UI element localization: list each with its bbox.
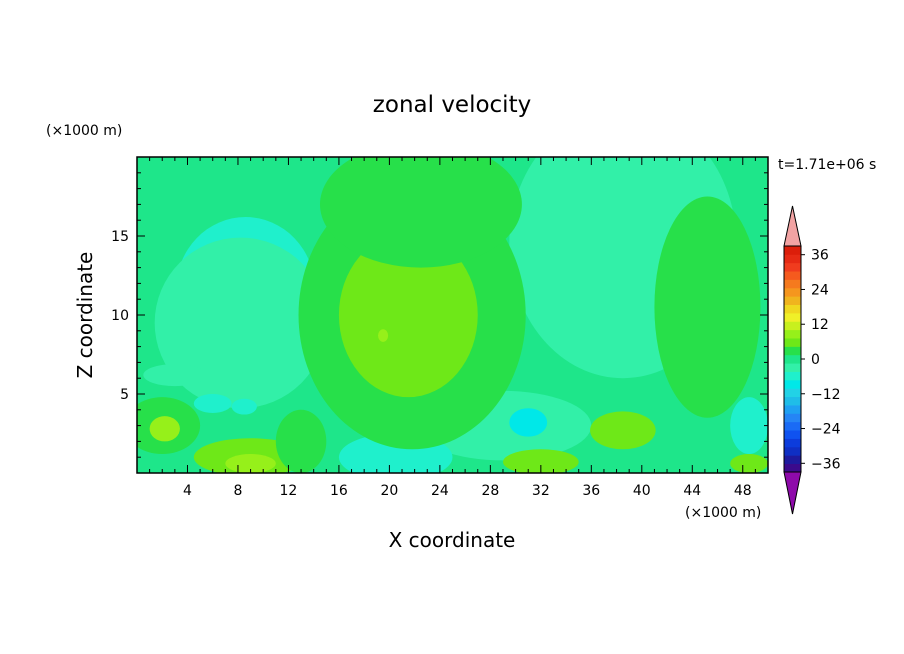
field-region: [730, 454, 768, 473]
colorbar-tick-label: 24: [811, 282, 829, 298]
field-region: [509, 408, 547, 436]
x-tick-label: 4: [183, 483, 192, 499]
field-region: [232, 399, 257, 415]
field-region: [730, 397, 768, 454]
colorbar-swatch: [784, 279, 801, 288]
colorbar-swatch: [784, 405, 801, 414]
field-region: [320, 141, 522, 267]
colorbar-swatch: [784, 464, 801, 473]
chart-title: zonal velocity: [373, 92, 531, 118]
colorbar-swatch: [784, 439, 801, 448]
colorbar-swatch: [784, 397, 801, 406]
x-tick-label: 12: [280, 483, 298, 499]
field-region: [654, 197, 760, 418]
colorbar-swatch: [784, 263, 801, 272]
x-tick-label: 24: [431, 483, 449, 499]
y-tick-label: 15: [111, 229, 129, 245]
colorbar-swatch: [784, 422, 801, 431]
colorbar-tick-label: 36: [811, 248, 829, 264]
colorbar-swatch: [784, 380, 801, 389]
colorbar-tick-label: −24: [811, 422, 841, 438]
colorbar-swatch: [784, 346, 801, 355]
y-unit-label: (×1000 m): [46, 123, 122, 139]
x-axis-label: X coordinate: [389, 528, 516, 552]
colorbar-swatch: [784, 296, 801, 305]
colorbar-under-arrow: [784, 472, 801, 514]
colorbar-swatch: [784, 321, 801, 330]
x-tick-label: 36: [582, 483, 600, 499]
colorbar-swatch: [784, 447, 801, 456]
y-axis-label: Z coordinate: [73, 252, 97, 379]
heatmap-field: [124, 110, 768, 481]
colorbar-swatch: [784, 338, 801, 347]
y-tick-label: 5: [120, 387, 129, 403]
colorbar-swatch: [784, 313, 801, 322]
colorbar-swatch: [784, 288, 801, 297]
colorbar-swatch: [784, 372, 801, 381]
colorbar-tick-label: −12: [811, 387, 841, 403]
x-tick-label: 16: [330, 483, 348, 499]
time-label: t=1.71e+06 s: [778, 157, 876, 173]
field-region: [590, 411, 656, 449]
colorbar-tick-label: 0: [811, 352, 820, 368]
colorbar-swatch: [784, 246, 801, 255]
field-region: [276, 410, 326, 473]
colorbar-tick-label: −36: [811, 456, 841, 472]
field-region: [150, 416, 180, 441]
field-region: [378, 329, 388, 342]
x-tick-label: 20: [380, 483, 398, 499]
colorbar-swatch: [784, 430, 801, 439]
x-tick-label: 44: [683, 483, 701, 499]
y-tick-label: 10: [111, 308, 129, 324]
x-tick-label: 8: [233, 483, 242, 499]
colorbar-swatch: [784, 455, 801, 464]
colorbar-swatch: [784, 271, 801, 280]
colorbar-swatch: [784, 330, 801, 339]
x-tick-label: 40: [633, 483, 651, 499]
field-region: [143, 364, 206, 386]
colorbar-swatch: [784, 413, 801, 422]
colorbar-swatch: [784, 355, 801, 364]
colorbar-tick-label: 12: [811, 317, 829, 333]
x-unit-label: (×1000 m): [685, 505, 761, 521]
colorbar-swatch: [784, 363, 801, 372]
x-tick-label: 28: [481, 483, 499, 499]
x-tick-label: 48: [734, 483, 752, 499]
colorbar-swatch: [784, 254, 801, 263]
colorbar-swatch: [784, 388, 801, 397]
field-region: [194, 394, 232, 413]
colorbar: 36 24 12 0 −12 −24 −36: [784, 206, 841, 514]
colorbar-swatch: [784, 305, 801, 314]
x-tick-label: 32: [532, 483, 550, 499]
colorbar-over-arrow: [784, 206, 801, 246]
